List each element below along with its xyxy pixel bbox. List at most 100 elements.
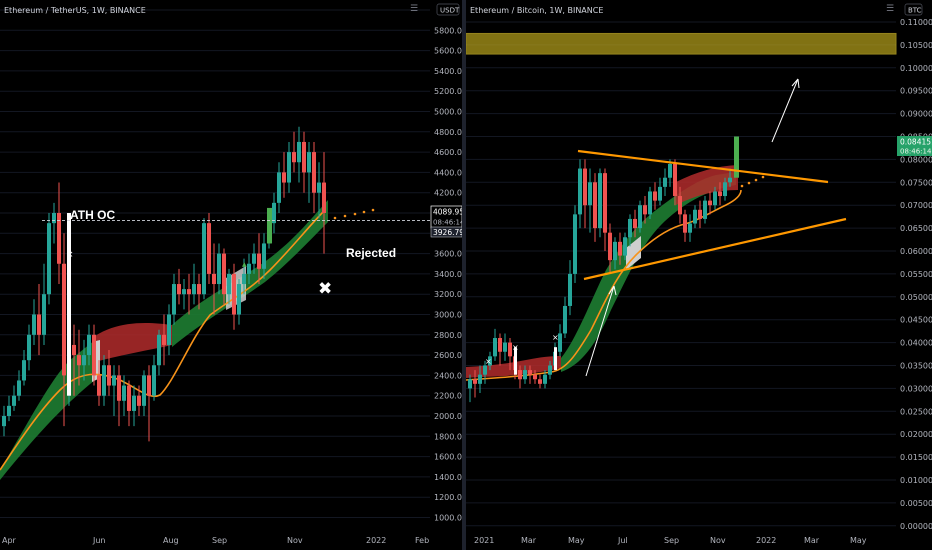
candle-body <box>618 241 622 256</box>
candle-body <box>593 182 597 229</box>
candle-body <box>608 232 612 261</box>
x-tick-label: Sep <box>664 536 679 545</box>
right-settings-icon[interactable]: ☰ <box>886 4 895 14</box>
candle-body <box>723 182 727 197</box>
candle-body <box>182 289 186 295</box>
candle-body <box>162 334 166 345</box>
signal-x-marker: × <box>552 333 559 342</box>
candle-body <box>142 375 146 406</box>
candle-body <box>588 182 592 206</box>
candle-body <box>312 152 316 193</box>
signal-x-marker: × <box>512 343 519 352</box>
candle-body <box>117 375 121 401</box>
signal-x-marker: × <box>66 250 74 260</box>
candle-body <box>247 263 251 274</box>
left-settings-icon[interactable]: ☰ <box>410 4 419 14</box>
pane-divider[interactable] <box>462 0 466 550</box>
candle-body <box>172 284 176 315</box>
candle-body <box>317 182 321 193</box>
countdown-label: 08:46:14 <box>900 148 932 156</box>
candle-body <box>37 314 41 335</box>
candle-body <box>307 152 311 173</box>
candle-body <box>628 218 632 238</box>
y-tick-label: 4200.00 <box>434 189 462 198</box>
lower-trendline <box>583 217 847 281</box>
left-chart-pane[interactable]: 5800.00 5600.00 5400.00 5200.00 5000.00 4800.… <box>0 0 462 550</box>
y-tick-label: 5200.00 <box>434 87 462 96</box>
candle-body <box>558 333 562 352</box>
x-tick-label: Nov <box>710 536 726 545</box>
candle-body <box>222 253 226 295</box>
candle-body <box>77 355 81 366</box>
right-currency-label: BTC <box>908 7 922 15</box>
candle-body <box>483 365 487 375</box>
candle-body <box>272 202 276 224</box>
candle-body <box>693 209 697 224</box>
annotation-rejected: Rejected <box>346 246 396 260</box>
projection-dot <box>333 216 337 220</box>
candle-body <box>508 342 512 357</box>
candle-body <box>683 214 687 233</box>
candle-body <box>468 379 472 389</box>
bull-cloud <box>561 172 736 372</box>
projection-dot <box>754 178 758 182</box>
left-chart-canvas[interactable]: 5800.00 5600.00 5400.00 5200.00 5000.00 4800.… <box>0 0 462 550</box>
candle-body <box>638 205 642 229</box>
y-tick-label: 2000.00 <box>434 412 462 421</box>
candle-body <box>12 395 16 406</box>
candle-body <box>518 370 522 380</box>
candle-body <box>668 163 672 178</box>
candle-body <box>47 223 51 295</box>
candle-body <box>583 168 587 206</box>
y-tick-label: 2800.00 <box>434 331 462 340</box>
candle-body <box>543 374 547 384</box>
y-tick-label: 3600.00 <box>434 250 462 259</box>
x-tick-label: Mar <box>804 536 820 545</box>
y-tick-label: 2400.00 <box>434 371 462 380</box>
projection-dot <box>353 212 357 216</box>
annotation-ath-oc: ATH OC <box>70 208 115 222</box>
candle-body <box>678 196 682 215</box>
candle-body <box>62 263 66 376</box>
signal-up-marker: ▲ <box>242 261 247 268</box>
projection-dot <box>343 214 347 218</box>
y-tick-label: 1800.00 <box>434 432 462 441</box>
rejected-x-icon: ✖ <box>318 279 332 299</box>
candle-body <box>633 218 637 229</box>
y-tick-label: 0.000000 <box>900 522 932 531</box>
candle-body <box>613 241 617 261</box>
x-tick-label: 2021 <box>474 536 494 545</box>
candle-body <box>713 191 717 206</box>
up-arrow-head <box>608 285 617 296</box>
x-tick-label: Jun <box>92 536 106 545</box>
breakout-arrow-shaft <box>771 78 799 143</box>
candle-body <box>718 191 722 197</box>
candle-body <box>217 253 221 285</box>
candle-body <box>72 344 76 356</box>
x-tick-label: May <box>568 536 585 545</box>
candle-body <box>152 365 156 396</box>
y-tick-label: 4400.00 <box>434 168 462 177</box>
candle-body <box>147 375 151 396</box>
candle-body <box>643 205 647 215</box>
candle-body <box>573 214 577 274</box>
candle-body <box>22 360 26 381</box>
projection-dot <box>362 210 366 214</box>
candle-body <box>187 289 191 295</box>
candle-body <box>82 355 86 366</box>
candle-body <box>623 237 627 256</box>
candle-body <box>242 273 246 285</box>
candle-body <box>157 334 161 366</box>
